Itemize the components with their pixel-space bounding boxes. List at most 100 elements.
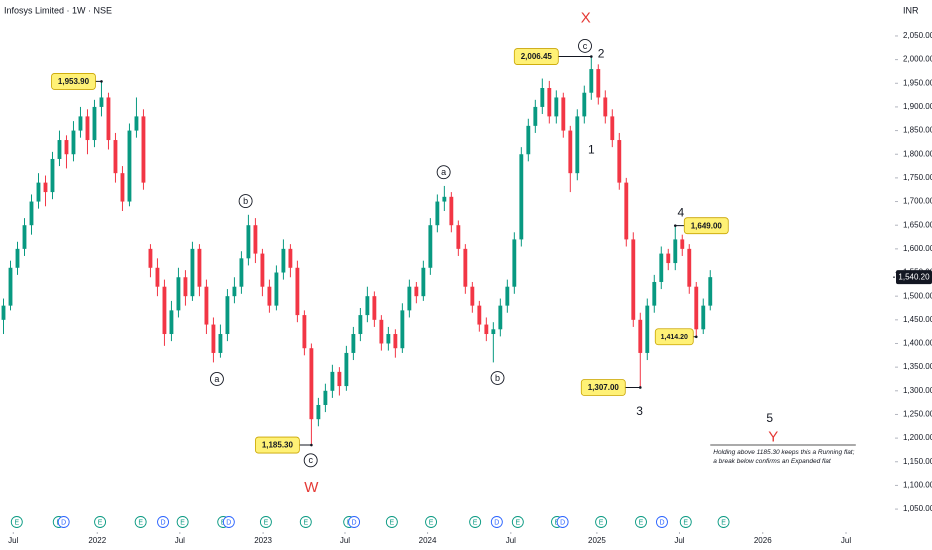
wave-label: Y	[768, 429, 778, 446]
y-tick-label: 2,050.00	[903, 31, 932, 40]
candle-body	[302, 315, 307, 349]
candle-body	[190, 248, 195, 297]
event-icon	[299, 516, 312, 528]
y-tick-label: 1,100.00	[903, 481, 932, 490]
candle-body	[148, 248, 153, 268]
candle-body	[547, 88, 552, 117]
price-box	[254, 436, 300, 454]
event-label: E	[599, 519, 604, 526]
candle-body	[113, 140, 118, 174]
event-icon	[425, 516, 438, 528]
candle-body	[470, 286, 475, 306]
y-tick-label: 1,300.00	[903, 386, 932, 395]
event-label: E	[473, 519, 478, 526]
currency-label: INR	[903, 5, 919, 15]
price-label: 1,307.00	[588, 383, 620, 392]
x-tick-label: Jul	[8, 536, 18, 545]
candle-body	[379, 319, 384, 344]
candle-body	[260, 253, 265, 287]
candle-body	[246, 225, 251, 259]
y-tick-label: 1,800.00	[903, 149, 932, 158]
x-tick-label: 2026	[754, 536, 772, 545]
y-tick-label: 1,450.00	[903, 315, 932, 324]
x-tick-label: Jul	[175, 536, 185, 545]
event-icon	[556, 516, 569, 528]
price-label: 1,185.30	[262, 441, 294, 450]
candle-body	[253, 225, 258, 254]
event-icon	[176, 516, 189, 528]
wave-circle	[436, 165, 451, 180]
x-tick-label: Jul	[841, 536, 851, 545]
candle-body	[484, 324, 489, 335]
event-icon	[259, 516, 272, 528]
last-price-label: 1,540.20	[898, 272, 930, 281]
price-box	[513, 48, 559, 65]
event-icon	[679, 516, 692, 528]
note-text: Holding above 1185.30 keeps this a Runni…	[713, 449, 854, 456]
candle-body	[78, 116, 83, 131]
candle-body	[267, 286, 272, 306]
y-tick-label: 1,350.00	[903, 362, 932, 371]
event-label: E	[14, 519, 19, 526]
candle-body	[673, 239, 678, 264]
event-icon	[157, 516, 169, 528]
candle-body	[176, 277, 181, 311]
event-label: E	[429, 519, 434, 526]
event-label: D	[352, 519, 357, 526]
candle-body	[351, 334, 356, 353]
candle-body	[330, 371, 335, 391]
candle-body	[344, 352, 349, 387]
y-tick-label: 1,750.00	[903, 173, 932, 182]
chart-title: Infosys Limited · 1W · NSE	[4, 5, 112, 15]
candle-body	[183, 277, 188, 297]
candle-body	[610, 116, 615, 141]
price-point	[694, 335, 698, 339]
event-icon	[511, 516, 524, 528]
x-tick-label: 2022	[88, 536, 106, 545]
price-point	[590, 55, 593, 58]
candle-body	[211, 324, 216, 353]
candle-body	[71, 130, 76, 155]
candle-body	[701, 305, 706, 330]
event-icon	[94, 516, 107, 528]
candle-body	[498, 305, 503, 330]
candle-body	[666, 253, 671, 264]
price-box	[683, 217, 729, 235]
wave-label: a	[441, 167, 446, 177]
candle-body	[50, 158, 55, 193]
event-icon	[134, 516, 147, 528]
candle-body	[372, 296, 377, 320]
event-icon	[635, 516, 647, 528]
event-icon	[57, 516, 70, 528]
wave-circle	[578, 38, 592, 53]
candle-body	[442, 196, 447, 202]
candle-body	[274, 272, 279, 306]
y-tick-label: 1,150.00	[903, 457, 932, 466]
wave-label: W	[304, 479, 319, 496]
event-icon	[469, 516, 482, 528]
candle-body	[1, 305, 6, 320]
price-box	[580, 379, 626, 396]
candle-body	[407, 286, 412, 311]
candle-body	[281, 248, 286, 273]
event-label: E	[264, 519, 269, 526]
candle-body	[316, 404, 321, 420]
x-tick-label: Jul	[340, 536, 350, 545]
candle-body	[554, 97, 559, 117]
candle-body	[85, 116, 90, 141]
candle-body	[127, 130, 132, 202]
candle-body	[134, 116, 139, 131]
candle-body	[708, 277, 713, 306]
x-tick-label: Jul	[506, 536, 516, 545]
wave-label: 4	[678, 206, 685, 220]
candle-body	[533, 106, 538, 126]
candle-body	[589, 69, 594, 93]
candle-body	[218, 334, 223, 353]
candle-body	[645, 305, 650, 353]
y-tick-label: 1,250.00	[903, 410, 932, 419]
event-label: E	[721, 519, 726, 526]
y-tick-label: 1,850.00	[903, 126, 932, 135]
candle-body	[204, 286, 209, 325]
price-label: 1,414.20	[661, 334, 688, 341]
candle-body	[92, 106, 97, 141]
